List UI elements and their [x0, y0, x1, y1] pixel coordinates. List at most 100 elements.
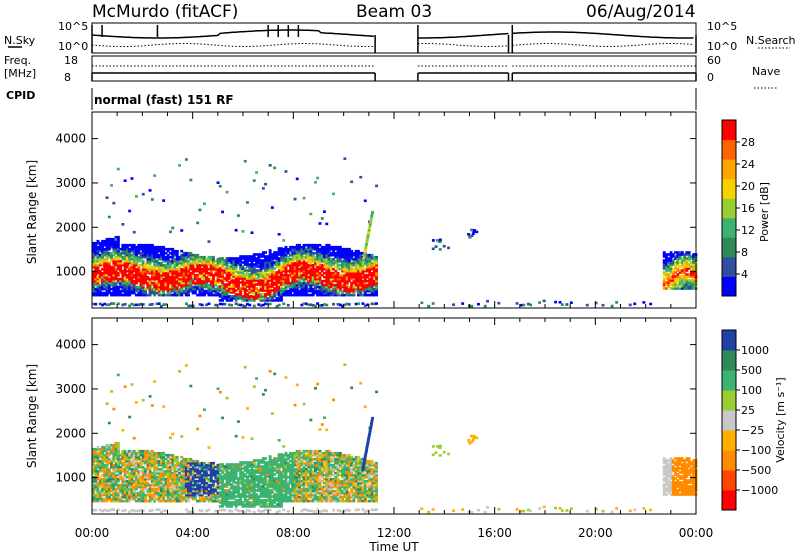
velocity-cell — [159, 457, 163, 461]
power-cell — [259, 255, 263, 258]
power-cell — [320, 281, 324, 285]
velocity-cell — [196, 479, 200, 483]
power-cell — [171, 257, 175, 261]
power-cell — [250, 283, 254, 286]
power-cell — [280, 293, 283, 296]
power-cell — [126, 251, 129, 255]
velocity-cell — [246, 483, 249, 486]
power-cell — [92, 291, 95, 295]
velocity-cell — [107, 459, 111, 463]
power-cell — [252, 281, 256, 284]
power-cell — [94, 277, 98, 281]
velocity-cell — [196, 493, 200, 497]
power-cell — [96, 285, 100, 289]
power-cell — [669, 271, 673, 274]
velocity-cell — [107, 469, 111, 473]
power-cell — [105, 239, 109, 243]
power-cell — [232, 271, 236, 274]
power-cell — [209, 291, 213, 295]
power-cell — [332, 263, 335, 267]
power-cell — [169, 259, 172, 263]
power-cell — [674, 257, 677, 260]
velocity-cell — [234, 505, 238, 508]
velocity-cell — [137, 477, 141, 481]
velocity-cell — [232, 497, 236, 500]
velocity-cell — [94, 483, 98, 487]
power-cell — [345, 302, 349, 306]
velocity-cell — [139, 493, 143, 497]
power-cell — [203, 261, 206, 265]
velocity-cell — [261, 505, 265, 508]
velocity-cell — [150, 497, 154, 501]
power-cell — [126, 269, 129, 273]
power-cell — [126, 247, 129, 251]
velocity-cell — [230, 479, 234, 482]
velocity-cell — [218, 469, 222, 472]
power-cell — [227, 275, 231, 278]
velocity-cell — [139, 491, 143, 495]
power-cell — [123, 287, 127, 291]
velocity-cell — [225, 479, 229, 482]
power-cell — [96, 259, 100, 263]
power-cell — [293, 263, 297, 267]
velocity-cell — [182, 461, 186, 465]
velocity-cell — [196, 499, 200, 503]
power-cell — [665, 261, 668, 264]
power-cell — [669, 267, 673, 270]
velocity-cell — [184, 473, 188, 477]
power-cell — [257, 261, 261, 264]
power-cell — [178, 279, 181, 283]
power-cell — [336, 285, 340, 289]
velocity-cell — [114, 497, 118, 501]
velocity-cell — [103, 487, 107, 491]
velocity-cell — [119, 467, 123, 471]
velocity-cell — [96, 481, 100, 485]
power-cell — [187, 285, 190, 289]
velocity-cell — [155, 459, 159, 463]
velocity-cell — [110, 449, 113, 453]
velocity-cell — [121, 477, 125, 481]
power-cell — [164, 255, 168, 259]
velocity-cell — [103, 455, 107, 459]
velocity-cell — [94, 459, 98, 463]
power-cell — [189, 287, 193, 291]
velocity-cell — [148, 489, 152, 493]
power-cell — [209, 255, 213, 259]
power-cell — [159, 271, 163, 275]
power-cell — [146, 269, 150, 273]
power-cell — [268, 249, 272, 252]
velocity-cell — [175, 497, 179, 501]
power-cell — [141, 283, 145, 287]
power-cell — [96, 283, 100, 287]
power-cell — [246, 281, 249, 284]
velocity-cell — [141, 493, 145, 497]
power-cell — [130, 302, 134, 306]
power-cell — [239, 269, 243, 272]
power-cell — [173, 277, 177, 281]
power-cell — [332, 259, 335, 263]
velocity-cell — [259, 485, 263, 488]
power-cell — [341, 263, 344, 267]
power-cell — [362, 256, 366, 260]
velocity-cell — [119, 483, 123, 487]
velocity-cell — [162, 483, 166, 487]
velocity-cell — [198, 463, 202, 467]
power-cell — [150, 281, 154, 285]
power-cell — [273, 267, 277, 270]
power-cell — [191, 291, 195, 295]
power-cell — [375, 281, 378, 285]
power-cell — [318, 273, 322, 277]
power-cell — [671, 283, 675, 286]
power-cell — [683, 257, 687, 260]
velocity-cell — [205, 489, 209, 493]
velocity-cell — [116, 465, 120, 469]
velocity-cell — [139, 453, 143, 457]
power-cell — [189, 271, 193, 275]
power-cell — [126, 243, 129, 247]
velocity-cell — [101, 483, 104, 487]
power-cell — [121, 245, 125, 249]
velocity-cell — [150, 463, 154, 467]
velocity-cell — [141, 473, 145, 477]
power-cell — [157, 249, 161, 253]
